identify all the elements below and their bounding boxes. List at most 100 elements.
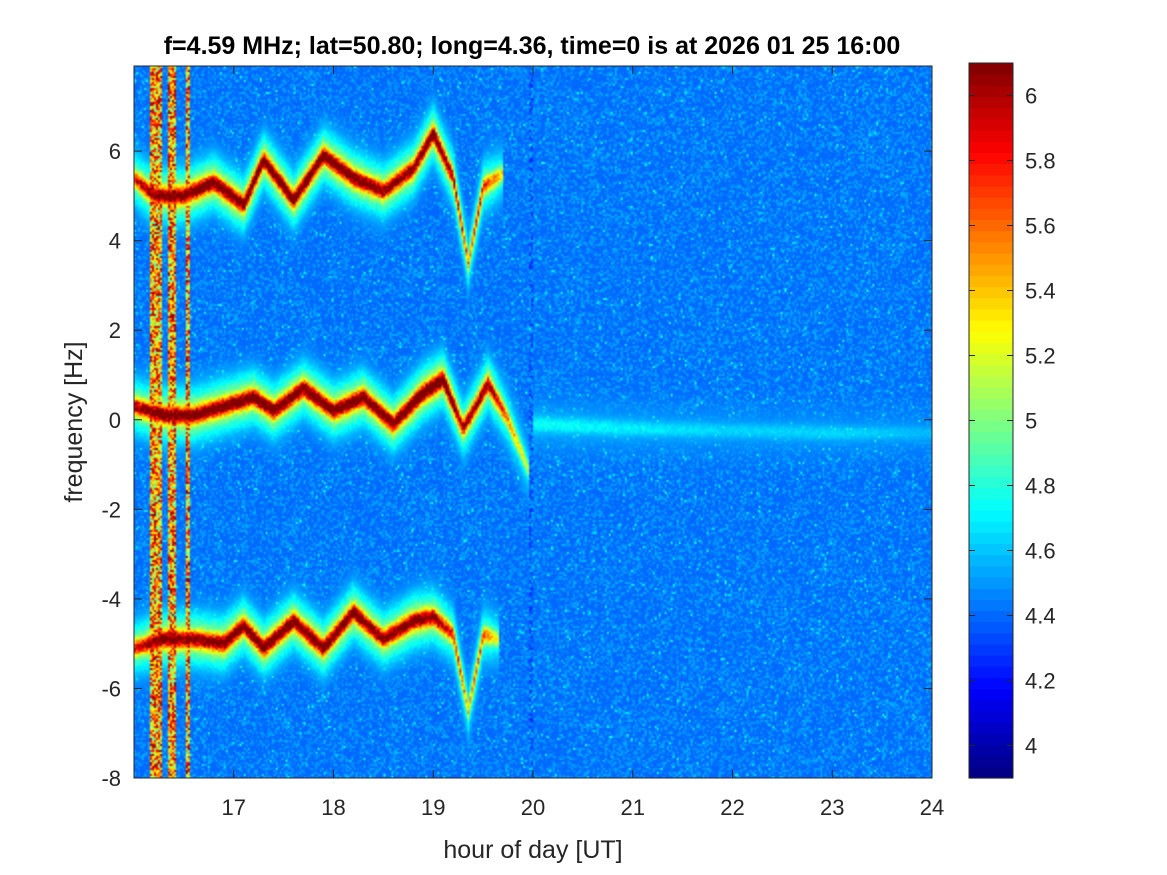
colorbar-gradient bbox=[969, 63, 1013, 779]
colorbar-cell bbox=[969, 319, 1013, 332]
colorbar-cell bbox=[969, 666, 1013, 679]
colorbar-cell bbox=[969, 264, 1013, 276]
colorbar-cell bbox=[969, 85, 1013, 98]
colorbar-cell bbox=[969, 185, 1013, 198]
colorbar-cell bbox=[969, 431, 1013, 444]
x-tick-label: 18 bbox=[321, 795, 345, 820]
colorbar-cell bbox=[969, 286, 1013, 299]
spectrogram-heatmap bbox=[134, 66, 932, 778]
colorbar-cell bbox=[969, 744, 1013, 757]
x-tick-label: 20 bbox=[521, 795, 545, 820]
colorbar-cell bbox=[969, 565, 1013, 578]
colorbar-cell bbox=[969, 141, 1013, 153]
colorbar-cell bbox=[969, 130, 1013, 142]
colorbar-tick-label: 5.4 bbox=[1025, 279, 1056, 304]
colorbar-tick-label: 4.4 bbox=[1025, 604, 1056, 629]
x-tick-label: 23 bbox=[820, 795, 844, 820]
colorbar-cell bbox=[969, 420, 1013, 433]
y-tick-label: -6 bbox=[101, 676, 121, 701]
colorbar-cell bbox=[969, 554, 1013, 567]
colorbar-cell bbox=[969, 96, 1013, 109]
colorbar-cell bbox=[969, 766, 1013, 779]
chart-title: f=4.59 MHz; lat=50.80; long=4.36, time=0… bbox=[164, 32, 901, 60]
colorbar-tick-label: 4.2 bbox=[1025, 669, 1056, 694]
colorbar-cell bbox=[969, 621, 1013, 634]
colorbar-cell bbox=[969, 543, 1013, 556]
colorbar-cell bbox=[969, 677, 1013, 690]
y-axis-ticks: -8 -6 -4 -2 0 2 4 6 bbox=[101, 139, 932, 791]
colorbar-cell bbox=[969, 375, 1013, 388]
colorbar-tick-label: 5 bbox=[1025, 409, 1037, 434]
colorbar-cell bbox=[969, 252, 1013, 265]
colorbar-cell bbox=[969, 107, 1013, 120]
x-tick-label: 21 bbox=[621, 795, 645, 820]
colorbar-cell bbox=[969, 498, 1013, 511]
colorbar-cell bbox=[969, 588, 1013, 600]
colorbar-cell bbox=[969, 398, 1013, 410]
colorbar-cell bbox=[969, 476, 1013, 489]
colorbar-cell bbox=[969, 163, 1013, 176]
colorbar-cell bbox=[969, 74, 1013, 86]
y-tick-label: -2 bbox=[101, 497, 121, 522]
y-tick-label: 2 bbox=[109, 318, 121, 343]
colorbar-cell bbox=[969, 308, 1013, 321]
colorbar-cell bbox=[969, 710, 1013, 723]
colorbar-tick-label: 5.2 bbox=[1025, 344, 1056, 369]
x-tick-label: 22 bbox=[720, 795, 744, 820]
colorbar-cell bbox=[969, 174, 1013, 187]
colorbar-tick-label: 5.8 bbox=[1025, 149, 1056, 174]
colorbar-cell bbox=[969, 241, 1013, 254]
y-tick-label: 4 bbox=[109, 229, 121, 254]
colorbar-cell bbox=[969, 208, 1013, 221]
colorbar-cell bbox=[969, 610, 1013, 623]
colorbar-cell bbox=[969, 364, 1013, 377]
colorbar-cell bbox=[969, 699, 1013, 712]
colorbar-cell bbox=[969, 331, 1013, 343]
colorbar-cell bbox=[969, 297, 1013, 310]
colorbar-tick-label: 6 bbox=[1025, 84, 1037, 109]
colorbar-cell bbox=[969, 442, 1013, 455]
colorbar-tick-label: 4.8 bbox=[1025, 474, 1056, 499]
colorbar-cell bbox=[969, 755, 1013, 768]
colorbar-cell bbox=[969, 733, 1013, 746]
colorbar-cell bbox=[969, 197, 1013, 209]
colorbar-cell bbox=[969, 465, 1013, 477]
colorbar-cell bbox=[969, 454, 1013, 466]
colorbar-cell bbox=[969, 632, 1013, 645]
x-tick-label: 24 bbox=[920, 795, 944, 820]
colorbar-cell bbox=[969, 521, 1013, 533]
colorbar-cell bbox=[969, 63, 1013, 75]
colorbar-cell bbox=[969, 655, 1013, 667]
colorbar-cell bbox=[969, 219, 1013, 232]
y-tick-label: 6 bbox=[109, 139, 121, 164]
colorbar: 4 4.2 4.4 4.6 4.8 5 5.2 5.4 5.6 5.8 6 bbox=[968, 62, 1056, 779]
x-axis-ticks: 17 18 19 20 21 22 23 24 bbox=[222, 66, 944, 820]
colorbar-cell bbox=[969, 532, 1013, 544]
colorbar-cell bbox=[969, 275, 1013, 288]
colorbar-cell bbox=[969, 353, 1013, 366]
colorbar-cell bbox=[969, 386, 1013, 399]
colorbar-cell bbox=[969, 230, 1013, 243]
y-tick-label: -4 bbox=[101, 587, 121, 612]
x-axis-label: hour of day [UT] bbox=[443, 836, 622, 864]
y-axis-label: frequency [Hz] bbox=[60, 341, 88, 502]
colorbar-cell bbox=[969, 643, 1013, 656]
colorbar-cell bbox=[969, 487, 1013, 500]
colorbar-cell bbox=[969, 722, 1013, 734]
colorbar-cell bbox=[969, 509, 1013, 522]
y-tick-label: -8 bbox=[101, 766, 121, 791]
colorbar-cell bbox=[969, 688, 1013, 701]
x-tick-label: 19 bbox=[421, 795, 445, 820]
x-tick-label: 17 bbox=[222, 795, 246, 820]
colorbar-tick-label: 4 bbox=[1025, 734, 1037, 759]
colorbar-tick-label: 4.6 bbox=[1025, 539, 1056, 564]
colorbar-tick-label: 5.6 bbox=[1025, 214, 1056, 239]
colorbar-cell bbox=[969, 576, 1013, 589]
colorbar-cell bbox=[969, 152, 1013, 165]
y-tick-label: 0 bbox=[109, 408, 121, 433]
colorbar-ticks: 4 4.2 4.4 4.6 4.8 5 5.2 5.4 5.6 5.8 6 bbox=[969, 84, 1056, 759]
colorbar-cell bbox=[969, 409, 1013, 422]
colorbar-cell bbox=[969, 342, 1013, 355]
